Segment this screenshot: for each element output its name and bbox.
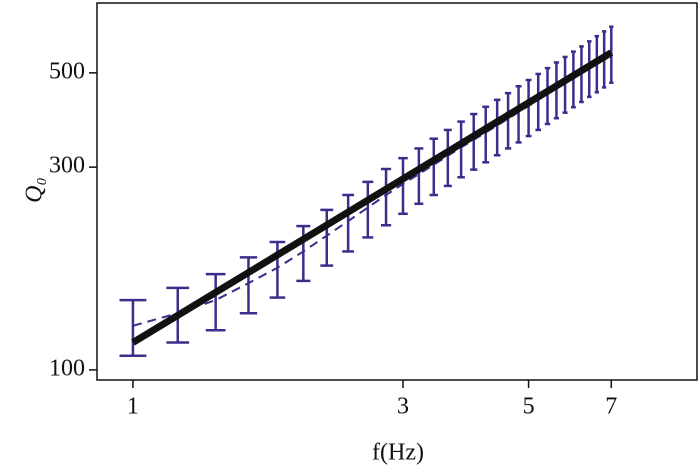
x-tick-label: 3 — [397, 394, 409, 420]
error-bar — [362, 180, 374, 239]
error-bar — [493, 98, 501, 157]
y-tick-label: 100 — [49, 355, 85, 381]
error-bar — [544, 66, 551, 126]
error-bar — [342, 193, 355, 253]
plot-frame — [96, 2, 698, 381]
error-bar — [429, 137, 438, 197]
x-tick-label: 5 — [523, 394, 535, 420]
fit-line — [131, 49, 614, 346]
error-bar — [443, 128, 452, 188]
error-bar — [504, 91, 512, 150]
error-bar — [515, 85, 522, 144]
y-tick-label: 300 — [49, 153, 85, 179]
error-bar — [482, 105, 490, 164]
error-bar — [119, 298, 147, 357]
error-bar — [457, 120, 465, 179]
error-bar — [320, 208, 334, 267]
y-axis-label: Q₀ — [22, 177, 48, 203]
x-tick-label: 1 — [127, 394, 139, 420]
x-axis-label: f(Hz) — [372, 440, 424, 466]
error-bar — [525, 78, 532, 138]
error-bar — [398, 156, 408, 216]
x-tick-label: 7 — [605, 394, 617, 420]
error-bar — [414, 147, 424, 206]
error-bar — [205, 272, 226, 332]
error-bar — [380, 167, 392, 227]
error-bar — [535, 72, 542, 132]
error-bar — [470, 112, 478, 171]
error-bar — [562, 55, 568, 114]
y-tick-label: 500 — [49, 58, 85, 84]
error-bar — [239, 256, 258, 315]
error-bar — [553, 61, 560, 120]
